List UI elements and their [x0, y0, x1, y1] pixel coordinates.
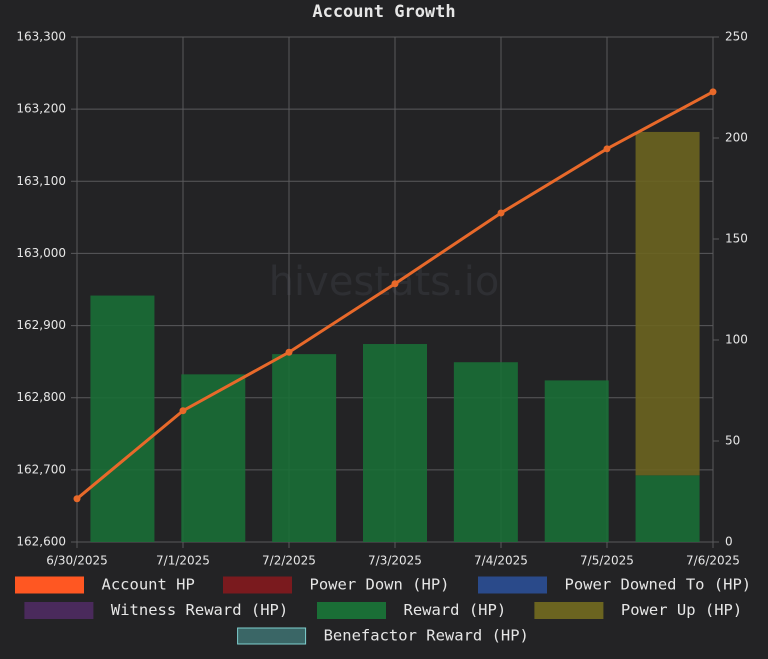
legend-swatch	[24, 602, 94, 619]
bar	[635, 475, 700, 542]
bar	[453, 362, 518, 542]
legend-label: Witness Reward (HP)	[111, 601, 288, 619]
x-tick-label: 7/6/2025	[686, 554, 740, 568]
x-tick-label: 7/3/2025	[368, 554, 422, 568]
line-point	[709, 88, 717, 96]
x-tick-label: 7/2/2025	[262, 554, 316, 568]
y-tick-label: 162,700	[16, 462, 66, 476]
y-tick-label: 162,800	[16, 390, 66, 404]
line-point	[497, 209, 505, 217]
y-tick-label: 163,300	[16, 30, 66, 44]
y-tick-label: 162,600	[16, 535, 66, 549]
y-tick-label: 163,000	[16, 246, 66, 260]
legend-label: Power Up (HP)	[621, 601, 742, 619]
x-tick-label: 6/30/2025	[46, 554, 108, 568]
bar	[635, 131, 700, 476]
x-tick-label: 7/5/2025	[580, 554, 634, 568]
legend-swatch	[223, 576, 292, 594]
line-point	[285, 348, 293, 356]
chart-title: Account Growth	[312, 2, 455, 22]
bar	[181, 374, 246, 542]
legend-label: Power Down (HP)	[310, 576, 450, 594]
bar	[272, 354, 337, 542]
legend-swatch	[15, 576, 84, 594]
line-point	[391, 280, 399, 288]
line-point	[73, 495, 81, 503]
legend-label: Benefactor Reward (HP)	[324, 627, 529, 645]
y-tick-label: 163,200	[16, 102, 66, 116]
y2-tick-label: 0	[725, 535, 733, 549]
legend-swatch	[478, 576, 547, 594]
legend-label: Account HP	[102, 576, 195, 594]
y2-tick-label: 200	[725, 131, 748, 145]
legend-swatch	[534, 602, 604, 619]
line-point	[179, 407, 187, 415]
y-tick-label: 163,100	[16, 174, 66, 188]
watermark: hivestats.io	[269, 259, 500, 305]
line-point	[603, 145, 611, 153]
bar	[544, 380, 609, 542]
y2-tick-label: 100	[725, 333, 748, 347]
y2-tick-label: 250	[725, 30, 748, 44]
legend-swatch	[317, 602, 386, 619]
x-tick-label: 7/1/2025	[156, 554, 210, 568]
x-tick-label: 7/4/2025	[474, 554, 528, 568]
y2-tick-label: 150	[725, 232, 748, 246]
legend-label: Power Downed To (HP)	[565, 576, 752, 594]
legend-label: Reward (HP)	[404, 601, 507, 619]
y-tick-label: 162,900	[16, 318, 66, 332]
bar	[363, 344, 427, 542]
y2-tick-label: 50	[725, 434, 740, 448]
legend-swatch	[237, 627, 307, 645]
bar	[90, 295, 155, 542]
